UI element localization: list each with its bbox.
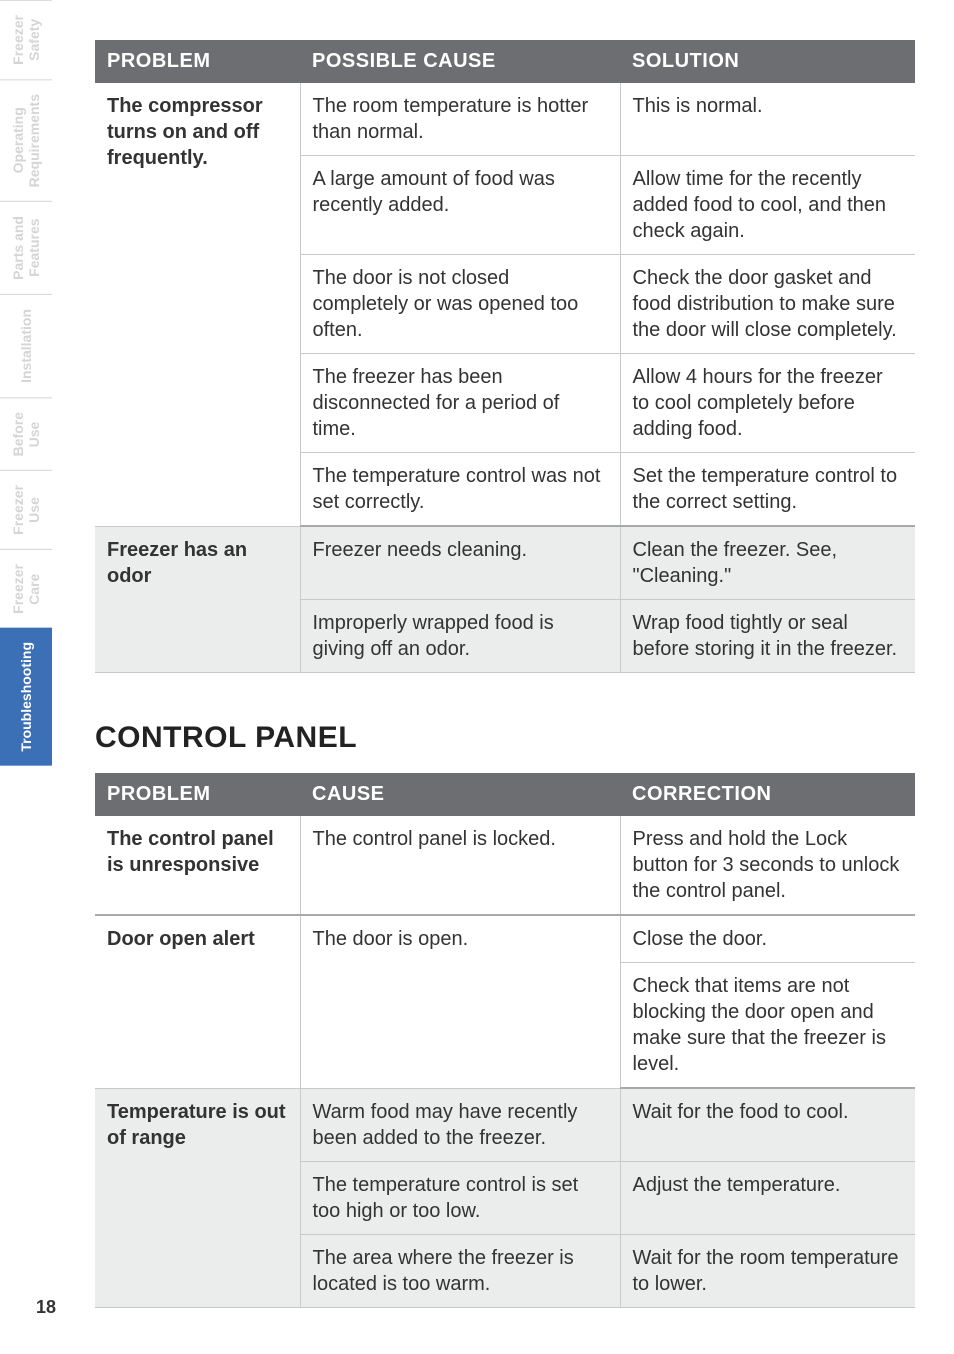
sidebar-tab[interactable]: FreezerCare bbox=[0, 549, 52, 628]
cause-cell: The temperature control is set too high … bbox=[300, 1161, 620, 1234]
cause-cell: The door is open. bbox=[300, 915, 620, 1088]
sidebar-tab[interactable]: BeforeUse bbox=[0, 397, 52, 470]
cause-cell: The room temperature is hotter than norm… bbox=[300, 83, 620, 156]
page-content: PROBLEM POSSIBLE CAUSE SOLUTION The comp… bbox=[95, 40, 915, 1348]
col-solution: SOLUTION bbox=[620, 40, 915, 83]
page-number: 18 bbox=[36, 1297, 56, 1318]
section-heading: CONTROL PANEL bbox=[95, 721, 915, 755]
cause-cell: The control panel is locked. bbox=[300, 816, 620, 915]
cause-cell: The door is not closed completely or was… bbox=[300, 255, 620, 354]
col-problem: PROBLEM bbox=[95, 40, 300, 83]
cause-cell: Improperly wrapped food is giving off an… bbox=[300, 600, 620, 673]
col-cause: POSSIBLE CAUSE bbox=[300, 40, 620, 83]
col-problem: PROBLEM bbox=[95, 773, 300, 816]
problem-cell: Door open alert bbox=[95, 915, 300, 1088]
cause-cell: The temperature control was not set corr… bbox=[300, 453, 620, 527]
solution-cell: Set the temperature control to the corre… bbox=[620, 453, 915, 527]
cause-cell: Warm food may have recently been added t… bbox=[300, 1088, 620, 1161]
solution-cell: Close the door. bbox=[620, 915, 915, 963]
solution-cell: Wait for the food to cool. bbox=[620, 1088, 915, 1161]
sidebar-tab[interactable]: Parts andFeatures bbox=[0, 201, 52, 294]
sidebar-tab[interactable]: FreezerSafety bbox=[0, 0, 52, 79]
solution-cell: Adjust the temperature. bbox=[620, 1161, 915, 1234]
solution-cell: Allow 4 hours for the freezer to cool co… bbox=[620, 354, 915, 453]
solution-cell: Wait for the room temperature to lower. bbox=[620, 1234, 915, 1307]
solution-cell: Check that items are not blocking the do… bbox=[620, 963, 915, 1089]
problem-cell: Freezer has an odor bbox=[95, 526, 300, 673]
sidebar-tab[interactable]: FreezerUse bbox=[0, 470, 52, 549]
sidebar-tabs: FreezerSafetyOperatingRequirementsParts … bbox=[0, 0, 52, 1354]
problem-cell: The control panel is unresponsive bbox=[95, 816, 300, 915]
col-solution: CORRECTION bbox=[620, 773, 915, 816]
cause-cell: The freezer has been disconnected for a … bbox=[300, 354, 620, 453]
troubleshooting-table-1: PROBLEM POSSIBLE CAUSE SOLUTION The comp… bbox=[95, 40, 915, 673]
cause-cell: The area where the freezer is located is… bbox=[300, 1234, 620, 1307]
troubleshooting-table-2: PROBLEM CAUSE CORRECTION The control pan… bbox=[95, 773, 915, 1308]
problem-cell: The compressor turns on and off frequent… bbox=[95, 83, 300, 526]
col-cause: CAUSE bbox=[300, 773, 620, 816]
solution-cell: Check the door gasket and food distribut… bbox=[620, 255, 915, 354]
sidebar-tab[interactable]: OperatingRequirements bbox=[0, 79, 52, 201]
solution-cell: This is normal. bbox=[620, 83, 915, 156]
solution-cell: Clean the freezer. See, "Cleaning." bbox=[620, 526, 915, 600]
table1-body: The compressor turns on and off frequent… bbox=[95, 83, 915, 673]
sidebar-tab[interactable]: Installation bbox=[0, 294, 52, 397]
cause-cell: A large amount of food was recently adde… bbox=[300, 156, 620, 255]
sidebar-tab[interactable]: Troubleshooting bbox=[0, 628, 52, 766]
solution-cell: Allow time for the recently added food t… bbox=[620, 156, 915, 255]
solution-cell: Press and hold the Lock button for 3 sec… bbox=[620, 816, 915, 915]
problem-cell: Temperature is out of range bbox=[95, 1088, 300, 1307]
cause-cell: Freezer needs cleaning. bbox=[300, 526, 620, 600]
solution-cell: Wrap food tightly or seal before storing… bbox=[620, 600, 915, 673]
table2-body: The control panel is unresponsiveThe con… bbox=[95, 816, 915, 1307]
